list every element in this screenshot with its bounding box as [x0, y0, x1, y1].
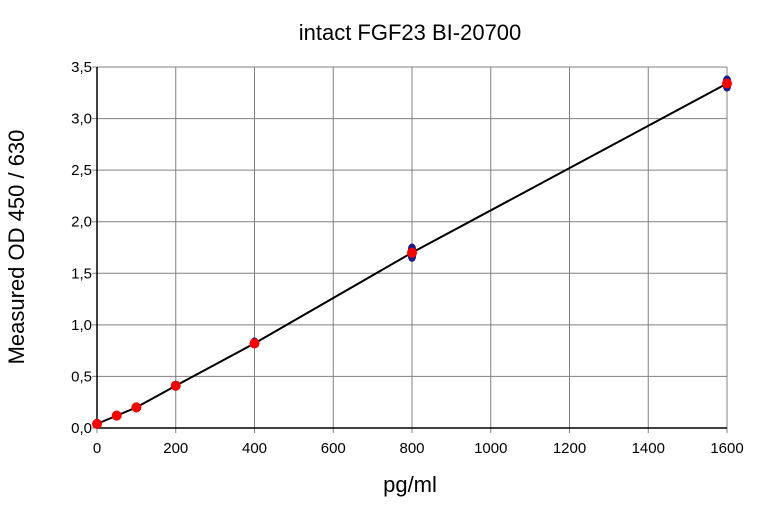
x-tick-label: 800	[399, 440, 424, 457]
data-marks	[92, 75, 732, 429]
x-tick-label: 1000	[474, 440, 507, 457]
y-tick-label: 1,0	[71, 317, 92, 334]
x-tick-label: 0	[93, 440, 101, 457]
chart-title: intact FGF23 BI-20700	[299, 20, 522, 45]
x-tick-label: 1200	[553, 440, 586, 457]
y-tick-label: 3,0	[71, 111, 92, 128]
mean-point	[722, 78, 732, 89]
y-tick-label: 0,5	[71, 368, 92, 385]
y-tick-label: 1,5	[71, 265, 92, 282]
x-tick-label: 1600	[710, 440, 743, 457]
mean-point	[111, 410, 122, 421]
y-tick-label: 3,5	[71, 59, 92, 76]
x-axis-label: pg/ml	[383, 472, 437, 497]
y-tick-label: 2,0	[71, 214, 92, 231]
x-tick-label: 400	[242, 440, 267, 457]
y-axis-label: Measured OD 450 / 630	[4, 130, 29, 365]
y-tick-label: 0,0	[71, 420, 92, 437]
tick-labels: 0 200 400 600 800 1000 1200 1400 1600 0,0 0,5 1,0 1,…	[71, 59, 744, 457]
y-tick-label: 2,5	[71, 162, 92, 179]
mean-point	[170, 380, 181, 391]
mean-point	[249, 338, 260, 349]
x-tick-label: 1400	[632, 440, 665, 457]
x-tick-label: 600	[321, 440, 346, 457]
grid	[92, 66, 728, 433]
x-tick-label: 200	[163, 440, 188, 457]
mean-point	[407, 247, 417, 258]
mean-point	[92, 418, 102, 429]
mean-point	[131, 402, 142, 413]
